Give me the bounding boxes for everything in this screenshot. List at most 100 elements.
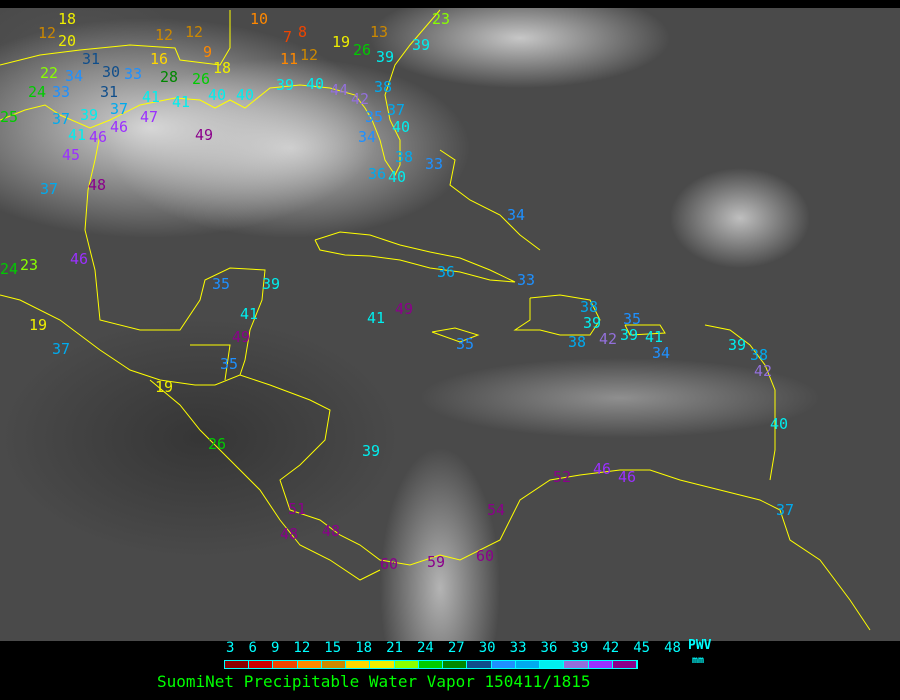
legend-tick: 18 xyxy=(355,640,373,656)
station-pwv-label: 31 xyxy=(82,50,101,68)
lesser-antilles xyxy=(704,324,776,481)
station-pwv-label: 41 xyxy=(142,88,161,106)
puerto-rico xyxy=(624,324,666,336)
station-pwv-label: 20 xyxy=(58,32,77,50)
station-pwv-label: 39 xyxy=(583,314,602,332)
station-pwv-label: 47 xyxy=(140,108,159,126)
station-pwv-label: 39 xyxy=(276,76,295,94)
legend-tick: 42 xyxy=(602,640,620,656)
station-pwv-label: 46 xyxy=(110,118,129,136)
legend-tick: 33 xyxy=(509,640,527,656)
station-pwv-label: 12 xyxy=(155,26,174,44)
legend-swatch xyxy=(297,661,322,668)
guatemala-border xyxy=(190,344,231,381)
station-pwv-label: 37 xyxy=(776,501,795,519)
station-pwv-label: 35 xyxy=(220,355,239,373)
station-pwv-label: 60 xyxy=(380,555,399,573)
station-pwv-label: 34 xyxy=(358,128,377,146)
legend-swatch xyxy=(491,661,516,668)
bahamas xyxy=(439,149,541,251)
station-pwv-label: 33 xyxy=(52,83,71,101)
station-pwv-label: 39 xyxy=(362,442,381,460)
gulf-coast xyxy=(0,9,441,176)
legend-swatch xyxy=(394,661,419,668)
station-pwv-label: 12 xyxy=(38,24,57,42)
legend-swatch xyxy=(225,661,250,668)
station-pwv-label: 41 xyxy=(645,328,664,346)
station-pwv-label: 52 xyxy=(553,468,572,486)
legend-tick: 39 xyxy=(571,640,589,656)
legend-swatch xyxy=(467,661,492,668)
station-pwv-label: 48 xyxy=(322,522,341,540)
station-pwv-label: 7 xyxy=(283,28,293,46)
station-pwv-label: 25 xyxy=(0,108,19,126)
station-pwv-label: 26 xyxy=(208,435,227,453)
station-pwv-label: 36 xyxy=(437,263,456,281)
station-pwv-label: 39 xyxy=(412,36,431,54)
legend-swatch xyxy=(370,661,395,668)
legend-swatch xyxy=(249,661,274,668)
legend-tick: 24 xyxy=(416,640,434,656)
station-pwv-label: 39 xyxy=(728,336,747,354)
station-pwv-label: 54 xyxy=(487,501,506,519)
image-title: SuomiNet Precipitable Water Vapor 150411… xyxy=(157,672,591,691)
station-pwv-label: 42 xyxy=(599,330,618,348)
legend-swatch xyxy=(515,661,541,668)
cuba xyxy=(314,231,516,283)
station-pwv-label: 35 xyxy=(365,108,384,126)
station-pwv-label: 41 xyxy=(172,93,191,111)
legend-tick: 15 xyxy=(324,640,342,656)
legend-color-bar xyxy=(224,660,638,669)
station-pwv-label: 41 xyxy=(68,126,87,144)
station-pwv-label: 46 xyxy=(593,460,612,478)
station-pwv-label: 60 xyxy=(476,547,495,565)
station-pwv-label: 23 xyxy=(432,10,451,28)
station-pwv-label: 26 xyxy=(192,70,211,88)
legend-unit: mm xyxy=(692,655,705,666)
station-pwv-label: 37 xyxy=(52,110,71,128)
station-pwv-label: 26 xyxy=(353,41,372,59)
central-america-coast xyxy=(239,374,871,631)
station-pwv-label: 41 xyxy=(240,305,259,323)
station-pwv-label: 34 xyxy=(507,206,526,224)
legend-tick: 27 xyxy=(447,640,465,656)
station-pwv-label: 39 xyxy=(620,326,639,344)
station-pwv-label: 40 xyxy=(306,75,325,93)
station-pwv-label: 46 xyxy=(70,250,89,268)
station-pwv-label: 33 xyxy=(124,65,143,83)
station-pwv-label: 49 xyxy=(232,328,251,346)
station-pwv-label: 39 xyxy=(80,106,99,124)
station-pwv-label: 35 xyxy=(623,310,642,328)
station-pwv-label: 10 xyxy=(250,10,269,28)
legend-ticks: 3 6 9 12 15 18 21 24 27 30 33 36 39 42 45 48 xyxy=(226,640,681,656)
station-pwv-label: 40 xyxy=(208,86,227,104)
station-pwv-label: 22 xyxy=(40,64,59,82)
station-pwv-label: 48 xyxy=(280,525,299,543)
legend-swatch xyxy=(273,661,298,668)
legend-swatch xyxy=(540,661,565,668)
station-pwv-label: 9 xyxy=(203,43,213,61)
station-pwv-label: 38 xyxy=(395,148,414,166)
state-borders xyxy=(0,10,231,66)
legend-swatch xyxy=(346,661,371,668)
station-pwv-label: 35 xyxy=(456,335,475,353)
station-pwv-label: 19 xyxy=(29,316,48,334)
station-pwv-label: 42 xyxy=(351,90,370,108)
station-pwv-label: 23 xyxy=(20,256,39,274)
station-pwv-label: 33 xyxy=(517,271,536,289)
legend-tick: 36 xyxy=(540,640,558,656)
legend-tick: 12 xyxy=(293,640,311,656)
station-pwv-label: 12 xyxy=(185,23,204,41)
station-pwv-label: 37 xyxy=(387,101,406,119)
station-pwv-label: 42 xyxy=(754,362,773,380)
station-pwv-label: 37 xyxy=(110,100,129,118)
station-pwv-label: 59 xyxy=(427,553,446,571)
station-pwv-label: 41 xyxy=(367,309,386,327)
station-pwv-label: 49 xyxy=(195,126,214,144)
station-pwv-label: 34 xyxy=(652,344,671,362)
station-pwv-label: 11 xyxy=(280,50,299,68)
station-pwv-label: 39 xyxy=(376,48,395,66)
station-pwv-label: 46 xyxy=(89,128,108,146)
legend-tick: 21 xyxy=(386,640,403,656)
